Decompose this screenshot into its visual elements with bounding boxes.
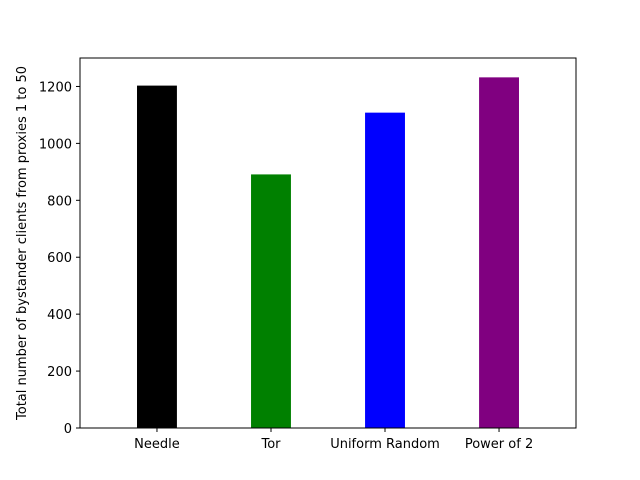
y-tick-label: 1200 xyxy=(39,80,72,95)
y-tick-label: 1000 xyxy=(39,137,72,152)
y-tick-label: 400 xyxy=(47,308,72,323)
x-tick-label: Uniform Random xyxy=(330,437,440,452)
x-tick-label: Tor xyxy=(260,437,281,452)
y-tick-label: 800 xyxy=(47,194,72,209)
y-tick-label: 200 xyxy=(47,365,72,380)
y-tick-label: 0 xyxy=(64,422,72,437)
x-tick-label: Power of 2 xyxy=(465,437,533,452)
y-tick-label: 600 xyxy=(47,251,72,266)
bar-power-of-2 xyxy=(479,77,519,428)
bar-uniform-random xyxy=(365,112,405,429)
x-tick-label: Needle xyxy=(134,437,180,452)
bar-needle xyxy=(137,85,177,428)
plot-area-frame xyxy=(79,57,577,429)
y-axis-label: Total number of bystander clients from p… xyxy=(15,66,30,421)
bar-tor xyxy=(251,174,291,428)
